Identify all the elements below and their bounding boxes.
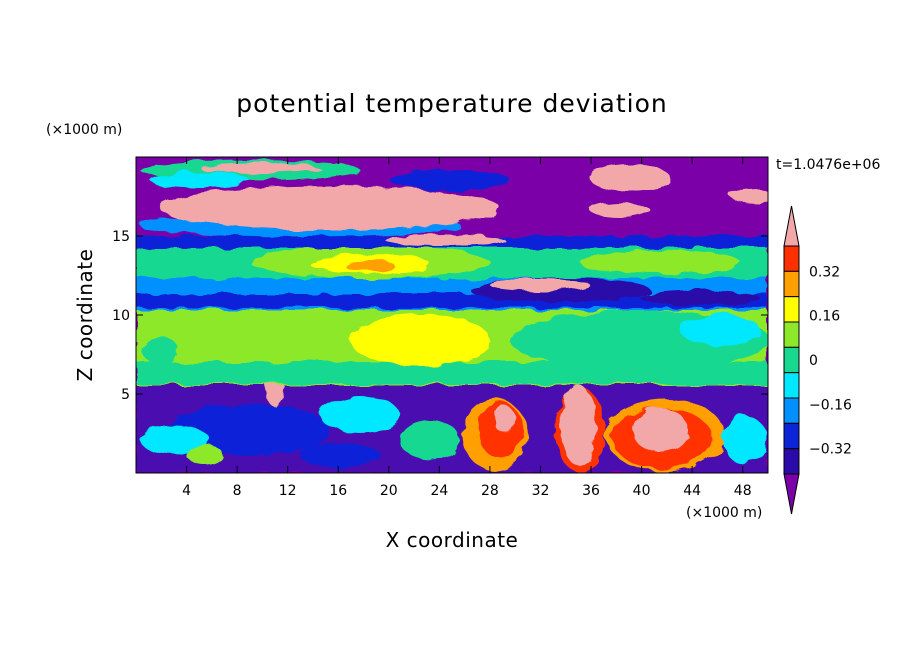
colorbar-label: 0 (809, 353, 818, 369)
y-tick-label: 5 (121, 387, 130, 403)
x-tick-label: 28 (481, 483, 499, 499)
x-tick-label: 24 (430, 483, 448, 499)
y-tick-label: 15 (112, 229, 130, 245)
x-tick-label: 40 (633, 483, 651, 499)
colorbar-extend-high (783, 205, 800, 247)
colorbar-box (783, 245, 800, 272)
y-tick-label: 10 (112, 308, 130, 324)
contour-field (136, 157, 768, 473)
colorbar-box (783, 346, 800, 374)
y-axis-unit: (×1000 m) (46, 122, 122, 138)
colorbar-label: 0.32 (809, 264, 840, 280)
x-tick-label: 32 (532, 483, 550, 499)
x-tick-label: 4 (182, 483, 191, 499)
colorbar-box (783, 296, 800, 323)
colorbar-box (783, 448, 800, 475)
colorbar-label: −0.16 (809, 397, 852, 413)
x-axis-unit: (×1000 m) (686, 505, 762, 521)
colorbar-label: 0.16 (809, 309, 840, 325)
x-axis: 4 8 12 16 20 24 28 32 36 40 44 48 (182, 157, 752, 499)
y-axis: 5 10 15 (112, 229, 768, 403)
x-tick-label: 16 (329, 483, 347, 499)
x-tick-label: 44 (683, 483, 701, 499)
chart-title: potential temperature deviation (236, 89, 667, 118)
x-tick-label: 48 (734, 483, 752, 499)
colorbar-box (783, 397, 800, 424)
x-axis-label: X coordinate (386, 528, 519, 552)
x-tick-label: 8 (233, 483, 242, 499)
colorbar-box (783, 270, 800, 298)
y-axis-label: Z coordinate (73, 249, 97, 382)
colorbar-label: −0.32 (809, 442, 852, 458)
colorbar: 0.32 0.16 0 −0.16 −0.32 (783, 205, 852, 515)
colorbar-box (783, 372, 800, 399)
x-tick-label: 20 (380, 483, 398, 499)
colorbar-box (783, 321, 800, 348)
colorbar-box (783, 422, 800, 450)
colorbar-extend-low (783, 473, 800, 515)
time-label: t=1.0476e+06 (776, 157, 880, 173)
x-tick-label: 36 (582, 483, 600, 499)
x-tick-label: 12 (279, 483, 297, 499)
